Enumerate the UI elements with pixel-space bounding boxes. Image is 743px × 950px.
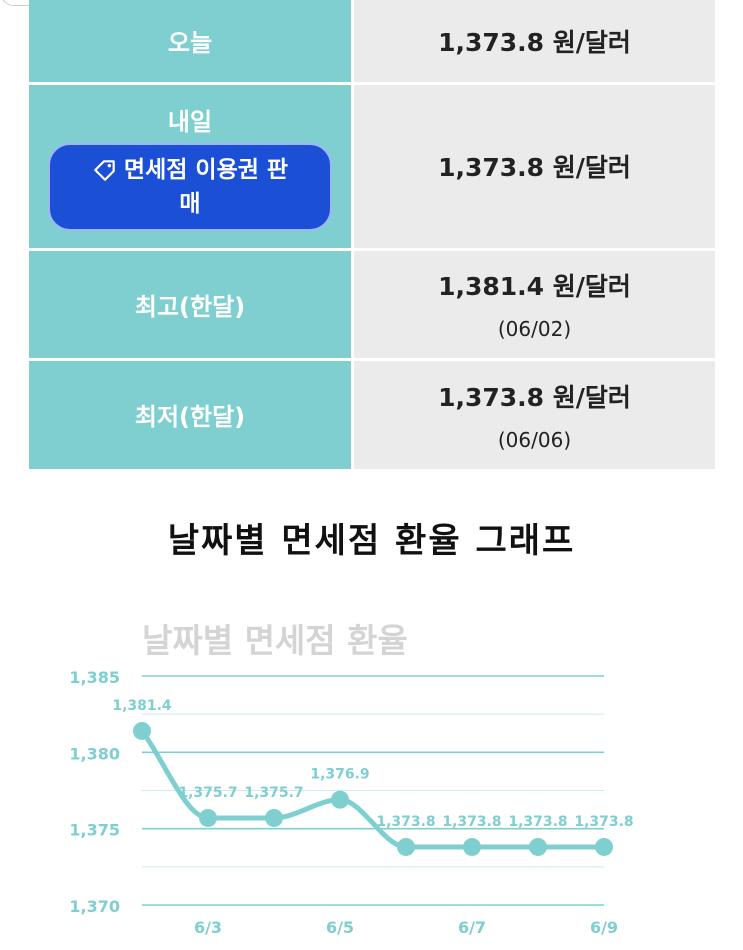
data-point (133, 721, 151, 740)
data-label: 1,375.7 (178, 785, 237, 801)
coupon-button-line2: 매 (179, 190, 201, 217)
data-label: 1,373.8 (574, 814, 633, 830)
rate-monthly-high: 1,381.4 원/달러 (438, 272, 631, 301)
y-tick-label: 1,385 (69, 668, 120, 687)
row-monthly-high: 최고(한달) 1,381.4 원/달러 (06/02) (29, 247, 715, 359)
data-label: 1,373.8 (508, 814, 567, 830)
chart-title: 날짜별 면세점 환율 (142, 621, 408, 660)
data-point (199, 808, 217, 827)
data-point (595, 837, 613, 856)
x-tick-label: 6/5 (326, 918, 354, 937)
exchange-rate-table: 오늘 1,373.8 원/달러 내일 면세점 이용권 판 매 1,373.8 원… (29, 0, 715, 469)
exchange-rate-line-chart: 날짜별 면세점 환율 1,370 1,375 1,380 1,385 6/3 6/5 6/7 6… (69, 621, 633, 937)
label-monthly-low: 최저(한달) (29, 357, 354, 469)
data-point (529, 837, 547, 856)
y-tick-label: 1,375 (69, 821, 120, 840)
data-label: 1,381.4 (112, 698, 172, 714)
value-monthly-high: 1,381.4 원/달러 (06/02) (352, 247, 715, 359)
value-tomorrow: 1,373.8 원/달러 (352, 81, 715, 249)
data-label: 1,375.7 (244, 785, 303, 801)
value-today: 1,373.8 원/달러 (352, 0, 715, 83)
section-title: 날짜별 면세점 환율 그래프 (167, 521, 576, 561)
coupon-button-line1: 면세점 이용권 판 (123, 156, 289, 183)
date-monthly-low: (06/06) (497, 427, 572, 452)
rate-tomorrow: 1,373.8 원/달러 (438, 153, 631, 182)
data-label: 1,373.8 (376, 814, 435, 830)
label-tomorrow: 내일 (167, 107, 213, 136)
value-monthly-low: 1,373.8 원/달러 (06/06) (352, 357, 715, 469)
y-tick-label: 1,380 (69, 744, 120, 763)
date-monthly-high: (06/02) (497, 317, 572, 341)
label-today: 오늘 (29, 0, 354, 83)
data-point (265, 808, 283, 827)
duty-free-coupon-button[interactable]: 면세점 이용권 판 매 (48, 142, 332, 231)
label-monthly-high: 최고(한달) (29, 247, 354, 359)
tag-icon (94, 160, 115, 181)
row-today: 오늘 1,373.8 원/달러 (29, 0, 715, 83)
data-point (397, 837, 415, 856)
row-monthly-low: 최저(한달) 1,373.8 원/달러 (06/06) (29, 357, 715, 469)
data-label: 1,376.9 (310, 767, 369, 783)
row-tomorrow: 내일 면세점 이용권 판 매 1,373.8 원/달러 (29, 81, 715, 249)
x-tick-label: 6/9 (590, 918, 618, 937)
data-point (331, 790, 349, 809)
label-tomorrow-cell: 내일 면세점 이용권 판 매 (29, 81, 354, 249)
x-tick-label: 6/7 (458, 918, 486, 937)
data-point (463, 837, 481, 856)
y-tick-label: 1,370 (69, 897, 120, 916)
data-label: 1,373.8 (442, 814, 501, 830)
rate-today: 1,373.8 원/달러 (438, 27, 631, 57)
rate-monthly-low: 1,373.8 원/달러 (438, 382, 631, 412)
x-tick-label: 6/3 (194, 918, 222, 937)
